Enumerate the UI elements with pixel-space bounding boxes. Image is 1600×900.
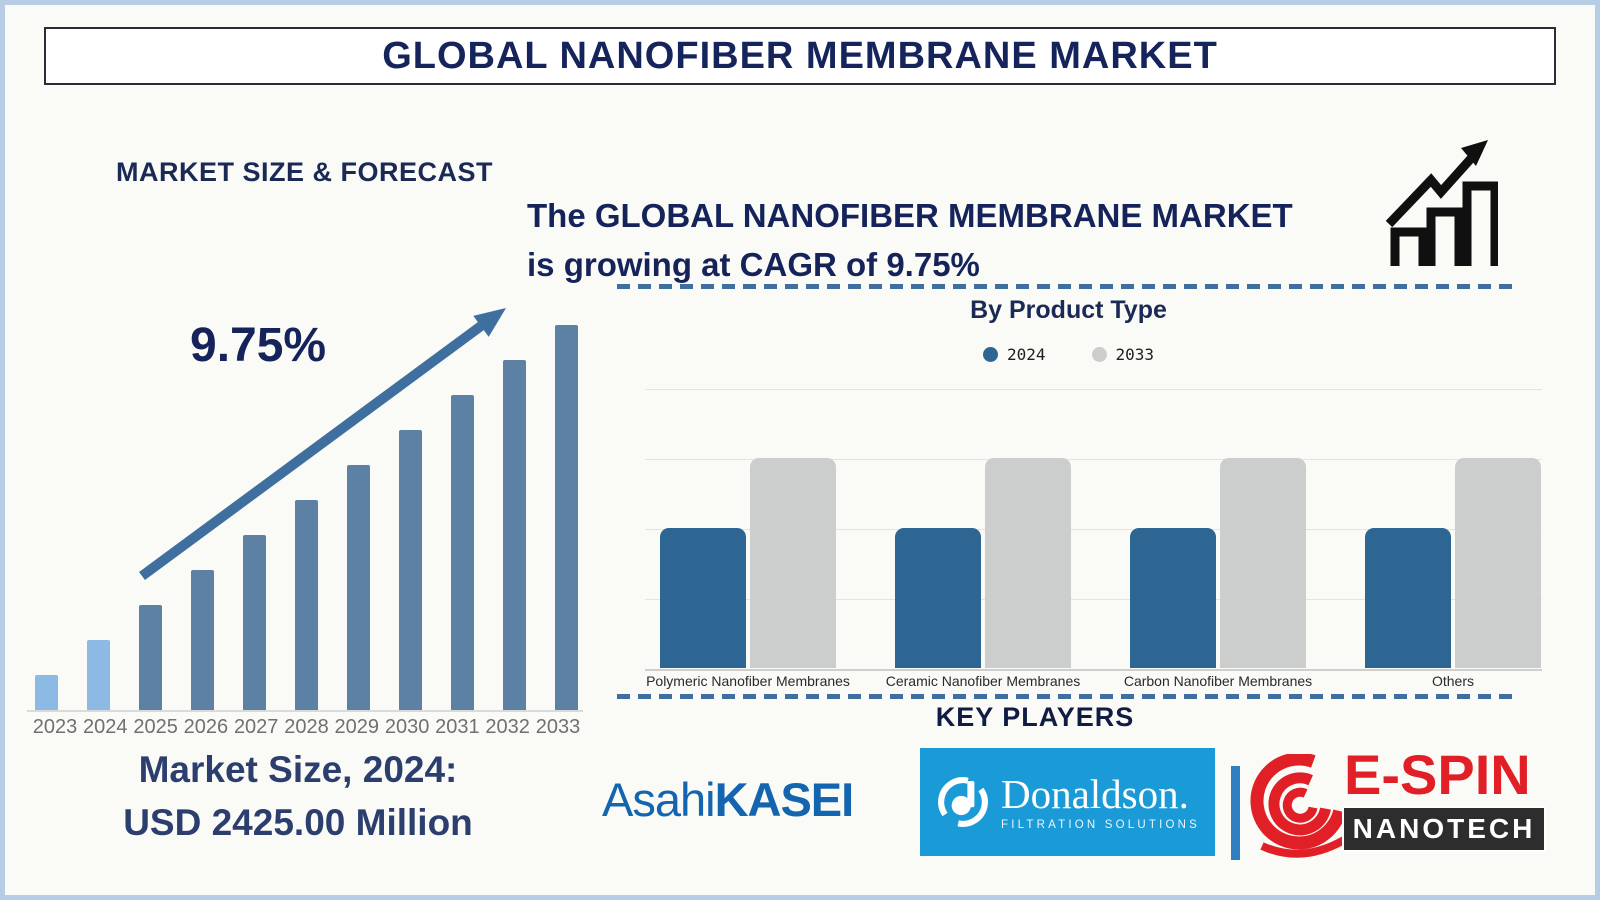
asahi-logo-text-regular: Asahi (602, 773, 716, 826)
page-title: GLOBAL NANOFIBER MEMBRANE MARKET (382, 34, 1218, 77)
bar-group-2 (895, 458, 1071, 668)
forecast-bar-2025 (139, 605, 162, 710)
donaldson-logo-text: Donaldson. (1000, 770, 1189, 817)
bar-2024-group1 (660, 528, 746, 668)
year-label-2025: 2025 (133, 716, 178, 738)
forecast-bar-2030 (399, 430, 422, 710)
bar-2024-group4 (1365, 528, 1451, 668)
year-label-2024: 2024 (83, 716, 128, 738)
category-label-2: Ceramic Nanofiber Membranes (885, 673, 1081, 689)
forecast-bar-2024 (87, 640, 110, 710)
donaldson-logo: Donaldson. FILTRATION SOLUTIONS (920, 748, 1215, 856)
legend-dot-2033 (1091, 347, 1107, 362)
year-label-2023: 2023 (32, 716, 78, 738)
asahi-kasei-logo: Asahi KASEI (602, 772, 855, 827)
forecast-bar-2027 (243, 535, 266, 710)
forecast-bar-2023 (35, 675, 58, 710)
market-size-line2: USD 2425.00 Million (123, 801, 473, 843)
category-label-1: Polymeric Nanofiber Membranes (646, 673, 850, 689)
headline-line2: is growing at CAGR of 9.75% (527, 245, 980, 283)
gridline (645, 669, 1542, 671)
bar-group-4 (1365, 458, 1541, 668)
year-label-2028: 2028 (284, 716, 329, 738)
espin-logo-text: E-SPIN (1344, 743, 1531, 806)
year-label-2032: 2032 (485, 716, 530, 738)
year-label-2031: 2031 (435, 716, 480, 738)
bar-2024-group3 (1130, 528, 1216, 668)
forecast-bar-2028 (295, 500, 318, 710)
forecast-bar-chart (35, 324, 578, 710)
product-chart-title: By Product Type (970, 296, 1167, 324)
key-players-heading: KEY PLAYERS (935, 702, 1135, 732)
category-label-4: Others (1431, 673, 1475, 689)
forecast-year-labels: 2023 2024 2025 2026 2027 2028 2029 2030 2031 2032… (30, 716, 583, 739)
year-label-2027: 2027 (233, 716, 279, 738)
legend-item-2024: 2024 (982, 345, 1046, 364)
asahi-logo-text-bold: KASEI (714, 773, 855, 826)
trend-arrow-icon (139, 308, 506, 581)
product-type-bar-chart (645, 389, 1542, 671)
market-size-line1: Market Size, 2024: (138, 749, 458, 790)
product-chart-legend: 2024 2033 (620, 345, 1517, 364)
dashed-divider-top (617, 284, 1514, 289)
forecast-bar-2029 (347, 465, 370, 710)
gridline (645, 529, 1542, 530)
donaldson-emblem-icon (938, 777, 988, 827)
donaldson-tagline: FILTRATION SOLUTIONS (1000, 818, 1201, 831)
bar-2033-group3 (1220, 458, 1306, 668)
legend-label-2033: 2033 (1115, 345, 1155, 364)
legend-dot-2024 (982, 347, 998, 362)
legend-label-2024: 2024 (1006, 345, 1046, 364)
forecast-bar-2033 (555, 325, 578, 710)
year-label-2029: 2029 (334, 716, 380, 738)
title-banner: GLOBAL NANOFIBER MEMBRANE MARKET (44, 27, 1556, 85)
gridline (645, 459, 1542, 460)
year-label-2030: 2030 (384, 716, 430, 738)
forecast-bar-2026 (191, 570, 214, 710)
bar-2033-group4 (1455, 458, 1541, 668)
bar-group-1 (660, 458, 836, 668)
gridline (645, 599, 1542, 600)
forecast-bar-2032 (503, 360, 526, 710)
forecast-axis-line (27, 710, 583, 712)
market-size-forecast-heading: MARKET SIZE & FORECAST (116, 157, 494, 187)
market-size-callout: Market Size, 2024: USD 2425.00 Million (25, 744, 571, 849)
category-label-3: Carbon Nanofiber Membranes (1123, 673, 1313, 689)
cagr-annotation: 9.75% (190, 319, 327, 372)
espin-swirl-icon (1250, 754, 1347, 858)
espin-nanotech-box: NANOTECH (1342, 806, 1546, 852)
year-label-2026: 2026 (183, 716, 229, 738)
espin-logo-edge-strip (1231, 766, 1240, 860)
dashed-divider-bottom (617, 694, 1514, 699)
gridline (645, 389, 1542, 390)
espin-nanotech-logo: E-SPIN NANOTECH (1242, 743, 1546, 860)
cagr-headline: The GLOBAL NANOFIBER MEMBRANE MARKET is … (527, 192, 1293, 290)
forecast-bar-2031 (451, 395, 474, 710)
year-label-2033: 2033 (535, 716, 581, 738)
bar-2024-group2 (895, 528, 981, 668)
product-category-labels: Polymeric Nanofiber Membranes Ceramic Nan… (645, 673, 1542, 693)
bar-2033-group1 (750, 458, 836, 668)
bar-group-3 (1130, 458, 1306, 668)
bar-2033-group2 (985, 458, 1071, 668)
headline-line1: The GLOBAL NANOFIBER MEMBRANE MARKET (527, 197, 1293, 234)
growth-chart-icon (1385, 140, 1498, 266)
legend-item-2033: 2033 (1091, 345, 1155, 364)
